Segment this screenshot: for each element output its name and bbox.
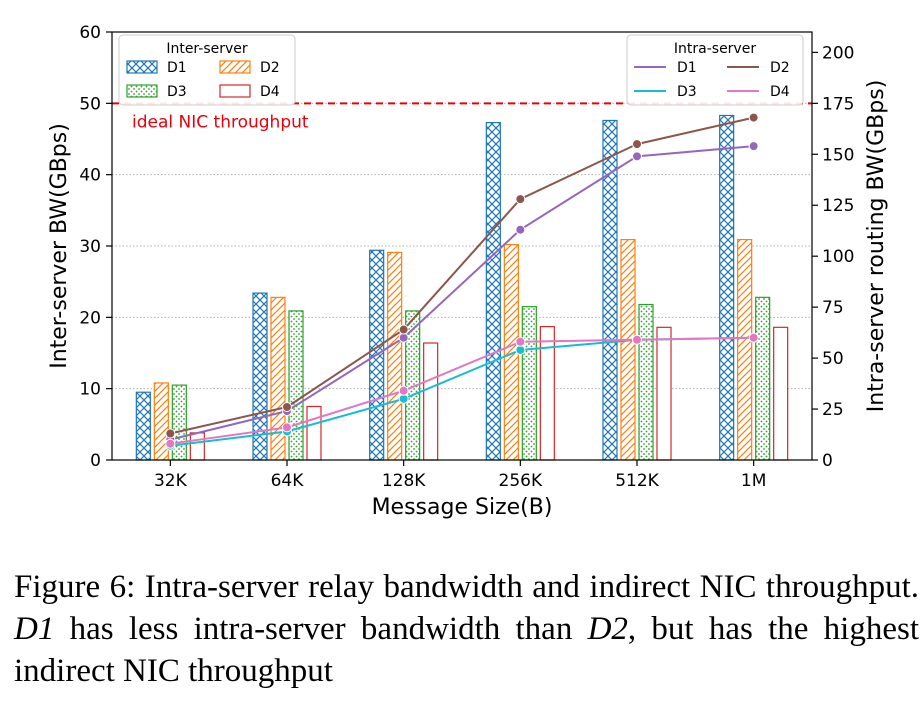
- y-right-tick-label: 25: [822, 400, 844, 420]
- legend-frame: [626, 34, 804, 106]
- legend-swatch-d1: [126, 60, 158, 74]
- y-right-tick-label: 50: [822, 349, 844, 369]
- bar-d4-512k: [656, 326, 672, 461]
- legend-label-d4: D4: [260, 84, 280, 100]
- legend-title: Inter-server: [166, 41, 248, 57]
- point-d2-128k: [398, 324, 409, 335]
- caption-text-2: has less intra-server bandwidth than: [54, 611, 588, 647]
- bar-d3-512k: [638, 303, 654, 461]
- bar-d1-1m: [719, 114, 735, 461]
- point-d4-128k: [398, 385, 409, 396]
- bar-d2-64k: [270, 296, 286, 461]
- legend-label-d2: D2: [260, 60, 280, 76]
- legend-line-label-d4: D4: [770, 84, 790, 100]
- point-d1-128k: [398, 332, 409, 343]
- y-right-tick-label: 125: [822, 196, 854, 216]
- line-d1: [170, 145, 754, 441]
- bar-d3-64k: [288, 310, 304, 461]
- bar-d3-256k: [521, 306, 537, 461]
- y-left-tick-label: 50: [79, 94, 101, 114]
- y-left-tick-label: 60: [79, 23, 101, 43]
- y-left-tick-label: 20: [79, 308, 101, 328]
- legend-line-label-d3: D3: [677, 84, 697, 100]
- y-right-tick-label: 100: [822, 247, 854, 267]
- bar-d4-32k: [189, 432, 205, 461]
- bar-d3-1m: [755, 296, 771, 461]
- x-tick-label: 256K: [499, 471, 543, 491]
- point-d2-1m: [748, 112, 759, 123]
- y-left-tick-label: 10: [79, 380, 101, 400]
- legend-label-d1: D1: [167, 60, 187, 76]
- bar-d4-1m: [773, 326, 789, 461]
- point-d2-32k: [165, 428, 176, 439]
- bar-d2-128k: [387, 251, 403, 461]
- point-d4-64k: [282, 422, 292, 433]
- point-d4-512k: [632, 334, 642, 345]
- caption-text-1: Intra-server relay bandwidth and indirec…: [135, 569, 920, 605]
- bar-d3-32k: [171, 384, 187, 461]
- caption-em-1: D1: [14, 611, 55, 647]
- x-tick-label: 128K: [382, 471, 426, 491]
- point-d2-64k: [282, 402, 292, 413]
- point-d3-256k: [515, 344, 526, 355]
- bar-d2-512k: [620, 238, 636, 461]
- y-left-tick-label: 40: [79, 166, 101, 186]
- bar-d1-256k: [485, 121, 501, 461]
- y-axis-right-label: Intra-server routing BW(GBps): [864, 80, 889, 413]
- line-series-group: [165, 112, 759, 451]
- y-right-tick-label: 175: [822, 94, 854, 114]
- y-right-tick-label: 150: [822, 145, 854, 165]
- bar-d4-64k: [306, 405, 322, 461]
- bar-d2-1m: [737, 238, 753, 461]
- y-right-tick-label: 200: [822, 43, 854, 63]
- inter-server-legend: Inter-server D1 D2 D3 D4: [118, 34, 296, 106]
- ideal-nic-throughput-label: ideal NIC throughput: [132, 112, 309, 132]
- bar-d4-128k: [423, 342, 439, 461]
- point-d2-256k: [515, 194, 526, 205]
- reference-line-group: ideal NIC throughput: [112, 102, 812, 132]
- point-d4-1m: [748, 332, 759, 343]
- legend-title: Intra-server: [674, 41, 756, 57]
- point-d4-256k: [515, 336, 526, 347]
- figure-caption: Figure 6: Intra-server relay bandwidth a…: [14, 566, 919, 692]
- bandwidth-chart: ideal NIC throughput 0 10 20 30 40 50 60 0 25 50 7…: [47, 23, 889, 520]
- bar-d1-32k: [135, 391, 151, 461]
- line-d4: [170, 336, 754, 445]
- point-d4-32k: [165, 438, 176, 449]
- y-right-tick-label: 0: [822, 451, 833, 471]
- x-tick-label: 32K: [154, 471, 188, 491]
- point-d2-512k: [632, 139, 642, 150]
- x-tick-label: 1M: [741, 471, 766, 491]
- legend-frame: [118, 34, 296, 106]
- bar-series-group: [135, 114, 789, 461]
- y-left-tick-label: 30: [79, 237, 101, 257]
- intra-server-legend: Intra-server D1 D2 D3 D4: [626, 34, 804, 106]
- legend-swatch-d4: [219, 84, 251, 98]
- legend-line-label-d1: D1: [677, 60, 697, 76]
- point-d1-1m: [748, 141, 759, 152]
- legend-swatch-d2: [219, 60, 251, 74]
- point-d1-512k: [632, 151, 642, 162]
- y-left-tick-label: 0: [90, 451, 101, 471]
- legend-label-d3: D3: [167, 84, 187, 100]
- legend-line-label-d2: D2: [770, 60, 790, 76]
- caption-em-2: D2: [587, 611, 628, 647]
- axes: 0 10 20 30 40 50 60 0 25 50 75 100 125 150 175 200 32K 64…: [79, 23, 854, 491]
- x-tick-label: 64K: [271, 471, 305, 491]
- line-d2: [170, 116, 754, 435]
- point-d3-128k: [398, 393, 409, 404]
- point-d1-256k: [515, 224, 526, 235]
- y-right-tick-label: 75: [822, 298, 844, 318]
- x-tick-label: 512K: [615, 471, 659, 491]
- x-axis-label: Message Size(B): [372, 495, 553, 520]
- legend-swatch-d3: [126, 84, 158, 98]
- caption-label: Figure 6:: [14, 569, 136, 605]
- caption-text-3: , but has the highest indirect NIC throu…: [14, 611, 919, 689]
- y-axis-left-label: Inter-server BW(GBps): [47, 123, 72, 369]
